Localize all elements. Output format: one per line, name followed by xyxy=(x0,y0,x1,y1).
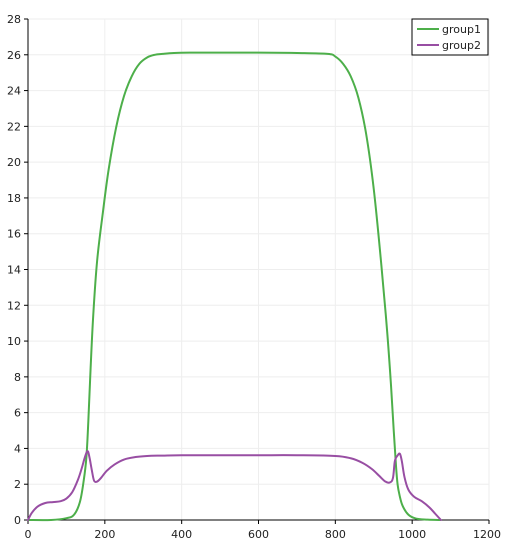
y-tick-label: 0 xyxy=(14,514,21,527)
series-line-group2 xyxy=(27,450,442,521)
x-tick-label: 1200 xyxy=(473,528,501,541)
series-layer xyxy=(27,51,442,522)
y-tick-label: 4 xyxy=(14,442,21,455)
y-tick-label: 18 xyxy=(7,192,21,205)
legend-label: group1 xyxy=(442,23,481,36)
y-tick-label: 2 xyxy=(14,478,21,491)
x-tick-label: 1000 xyxy=(398,528,426,541)
y-tick-label: 20 xyxy=(7,156,21,169)
x-tick-label: 400 xyxy=(171,528,192,541)
x-tick-label: 600 xyxy=(248,528,269,541)
x-tick-label: 800 xyxy=(325,528,346,541)
y-tick-label: 12 xyxy=(7,299,21,312)
y-tick-label: 14 xyxy=(7,264,21,277)
y-tick-label: 10 xyxy=(7,335,21,348)
x-tick-label: 200 xyxy=(94,528,115,541)
y-tick-label: 8 xyxy=(14,371,21,384)
legend-label: group2 xyxy=(442,39,481,52)
y-tick-label: 24 xyxy=(7,85,21,98)
y-tick-label: 6 xyxy=(14,407,21,420)
y-tick-label: 28 xyxy=(7,13,21,26)
y-tick-label: 26 xyxy=(7,49,21,62)
legend-box xyxy=(411,18,489,56)
y-tick-label: 16 xyxy=(7,228,21,241)
y-tick-label: 22 xyxy=(7,120,21,133)
series-line-group1 xyxy=(27,51,442,522)
legend: group1 group2 xyxy=(411,18,489,56)
x-tick-label: 0 xyxy=(25,528,32,541)
